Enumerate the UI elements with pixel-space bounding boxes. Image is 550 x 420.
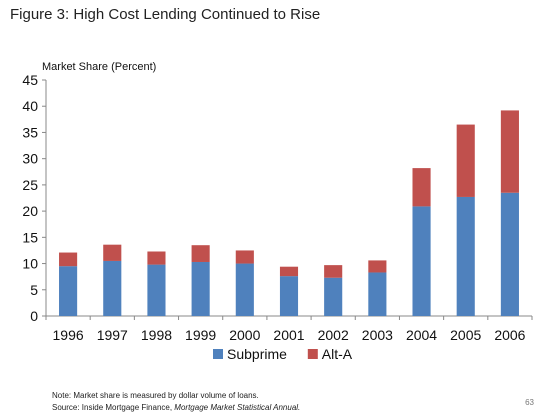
- x-tick-label: 2004: [406, 327, 437, 343]
- y-tick-label: 10: [22, 256, 38, 272]
- bar-subprime-2004: [412, 206, 431, 316]
- bar-subprime-2001: [279, 276, 299, 316]
- source-publication: Mortgage Market Statistical Annual.: [174, 403, 301, 412]
- legend-label-subprime: Subprime: [227, 346, 287, 362]
- bar-alt-a-2004: [412, 168, 431, 207]
- y-tick-label: 25: [22, 177, 38, 193]
- legend-label-alt-a: Alt-A: [322, 346, 353, 362]
- bar-subprime-1999: [191, 261, 210, 316]
- bar-alt-a-1996: [59, 252, 78, 267]
- y-tick-label: 5: [30, 282, 38, 298]
- chart-source: Source: Inside Mortgage Finance, Mortgag…: [52, 403, 300, 412]
- bar-alt-a-2000: [235, 250, 254, 264]
- bar-alt-a-2001: [279, 266, 299, 277]
- x-tick-label: 2006: [494, 327, 525, 343]
- bar-subprime-1997: [103, 260, 122, 316]
- y-tick-label: 45: [22, 72, 38, 88]
- x-tick-label: 1998: [141, 327, 172, 343]
- x-tick-label: 2001: [273, 327, 304, 343]
- x-tick-label: 2003: [362, 327, 393, 343]
- x-tick-label: 2005: [450, 327, 481, 343]
- bar-subprime-2006: [500, 192, 519, 316]
- x-tick-label: 1996: [53, 327, 84, 343]
- x-tick-label: 2000: [229, 327, 260, 343]
- bar-subprime-2002: [324, 277, 343, 316]
- legend-swatch-alt-a: [307, 349, 318, 359]
- bar-subprime-1998: [147, 264, 166, 316]
- bar-alt-a-1997: [103, 244, 122, 261]
- stacked-bar-chart: 0 5 10 15 20 25 30 35 40 45 1996 1997 1998 1999 2000 20…: [22, 72, 533, 362]
- source-prefix: Source: Inside Mortgage Finance,: [52, 403, 175, 412]
- y-tick-label: 35: [22, 124, 38, 140]
- figure-title: Figure 3: High Cost Lending Continued to…: [10, 6, 321, 23]
- bar-alt-a-1999: [191, 245, 210, 262]
- x-tick-label: 1999: [185, 327, 216, 343]
- bar-alt-a-2006: [500, 110, 519, 193]
- bar-subprime-2005: [456, 196, 475, 316]
- y-tick-label: 40: [22, 98, 38, 114]
- bar-alt-a-2002: [324, 265, 343, 278]
- x-tick-label: 1997: [97, 327, 128, 343]
- y-axis-label: Market Share (Percent): [42, 61, 157, 73]
- chart-note: Note: Market share is measured by dollar…: [52, 391, 259, 400]
- bar-subprime-2000: [235, 263, 254, 316]
- bar-subprime-1996: [59, 266, 78, 316]
- legend-swatch-subprime: [213, 349, 223, 359]
- y-tick-label: 15: [22, 229, 38, 245]
- y-tick-label: 30: [22, 151, 38, 167]
- y-tick-label: 20: [22, 203, 38, 219]
- y-tick-label: 0: [30, 308, 38, 324]
- bar-alt-a-2005: [456, 124, 475, 197]
- bar-subprime-2003: [368, 272, 387, 316]
- bar-alt-a-1998: [147, 251, 166, 265]
- x-tick-label: 2002: [318, 327, 349, 343]
- page-number: 63: [525, 398, 534, 407]
- bar-alt-a-2003: [368, 260, 387, 273]
